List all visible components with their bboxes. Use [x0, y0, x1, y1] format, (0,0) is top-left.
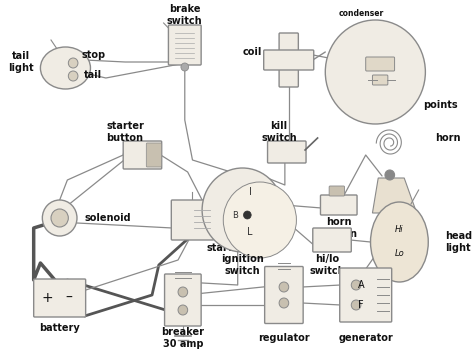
FancyBboxPatch shape [264, 267, 303, 323]
Polygon shape [373, 178, 417, 213]
Circle shape [181, 63, 189, 71]
Circle shape [68, 58, 78, 68]
Text: starter: starter [207, 243, 245, 253]
Circle shape [223, 182, 296, 258]
Text: L: L [247, 227, 253, 237]
FancyBboxPatch shape [366, 57, 394, 71]
Text: points: points [423, 100, 458, 110]
Text: A: A [357, 280, 364, 290]
Circle shape [42, 200, 77, 236]
Text: Hi: Hi [395, 225, 404, 235]
FancyBboxPatch shape [313, 228, 351, 252]
Text: breaker
30 amp: breaker 30 amp [161, 327, 204, 349]
Circle shape [178, 305, 188, 315]
Text: tail: tail [84, 70, 102, 80]
Text: F: F [358, 300, 364, 310]
FancyBboxPatch shape [320, 195, 357, 215]
Ellipse shape [371, 202, 428, 282]
Circle shape [325, 20, 425, 124]
Text: B: B [232, 211, 238, 219]
Text: ignition
switch: ignition switch [221, 254, 264, 276]
FancyBboxPatch shape [146, 143, 162, 167]
FancyBboxPatch shape [329, 186, 345, 196]
Circle shape [279, 298, 289, 308]
FancyBboxPatch shape [168, 25, 201, 65]
Text: kill
switch: kill switch [261, 121, 297, 143]
Text: I: I [249, 187, 252, 197]
Circle shape [351, 280, 361, 290]
Circle shape [51, 209, 68, 227]
Text: –: – [66, 291, 73, 305]
Text: horn
button: horn button [320, 217, 357, 239]
Text: horn: horn [435, 133, 461, 143]
Text: brake
switch: brake switch [167, 4, 202, 26]
Text: +: + [41, 291, 53, 305]
FancyBboxPatch shape [373, 75, 388, 85]
Text: generator: generator [338, 333, 393, 343]
FancyBboxPatch shape [171, 200, 214, 240]
Circle shape [178, 287, 188, 297]
FancyBboxPatch shape [267, 141, 306, 163]
Circle shape [351, 300, 361, 310]
Text: solenoid: solenoid [85, 213, 131, 223]
FancyBboxPatch shape [34, 279, 86, 317]
Text: tail
light: tail light [9, 51, 34, 73]
Circle shape [202, 168, 283, 252]
Circle shape [279, 282, 289, 292]
Text: hi/lo
switch: hi/lo switch [310, 254, 345, 276]
Text: condenser: condenser [338, 9, 383, 17]
FancyBboxPatch shape [264, 50, 314, 70]
Circle shape [68, 71, 78, 81]
Text: coil: coil [242, 47, 262, 57]
FancyBboxPatch shape [340, 268, 392, 322]
Text: head
light: head light [445, 231, 472, 253]
Circle shape [244, 211, 251, 219]
Text: starter
button: starter button [106, 121, 144, 143]
Ellipse shape [40, 47, 91, 89]
Text: regulator: regulator [258, 333, 310, 343]
FancyBboxPatch shape [164, 274, 201, 326]
Text: battery: battery [39, 323, 80, 333]
Text: stop: stop [81, 50, 105, 60]
Text: Lo: Lo [394, 250, 404, 258]
FancyBboxPatch shape [279, 33, 298, 87]
FancyBboxPatch shape [123, 141, 162, 169]
Circle shape [385, 170, 394, 180]
